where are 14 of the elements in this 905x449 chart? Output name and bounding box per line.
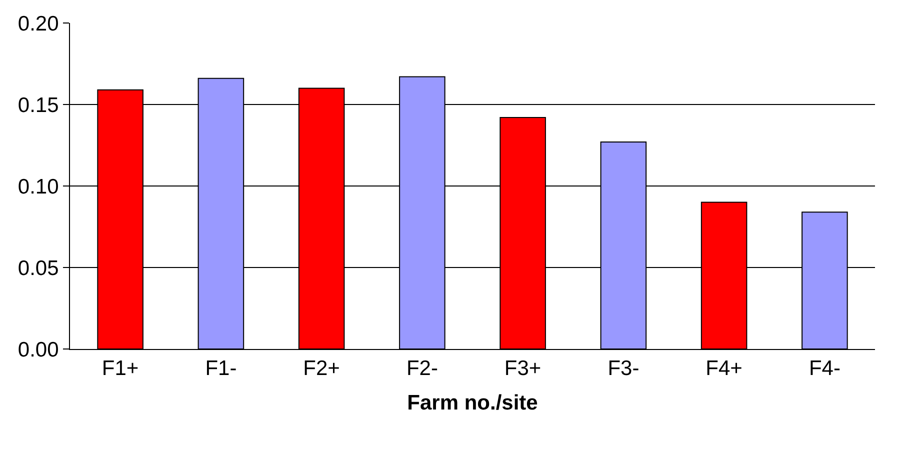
y-tick-label: 0.05: [18, 256, 59, 280]
x-tick-label: F3+: [504, 357, 542, 380]
x-tick-label: F4-: [808, 357, 840, 380]
y-tick-label: 0.15: [18, 94, 59, 117]
x-tick-label: F1+: [102, 357, 139, 380]
x-tick-label: F2-: [406, 357, 438, 380]
x-tick-label: F3-: [608, 357, 640, 380]
y-tick-label: 0.20: [18, 12, 59, 36]
x-axis-title: Farm no./site: [407, 391, 538, 414]
x-tick-label: F2+: [303, 357, 340, 380]
x-tick-label: F1-: [205, 357, 237, 380]
y-tick-label: 0.10: [18, 175, 59, 198]
y-tick-label: 0.00: [18, 338, 59, 362]
x-tick-label: F4+: [706, 357, 742, 380]
